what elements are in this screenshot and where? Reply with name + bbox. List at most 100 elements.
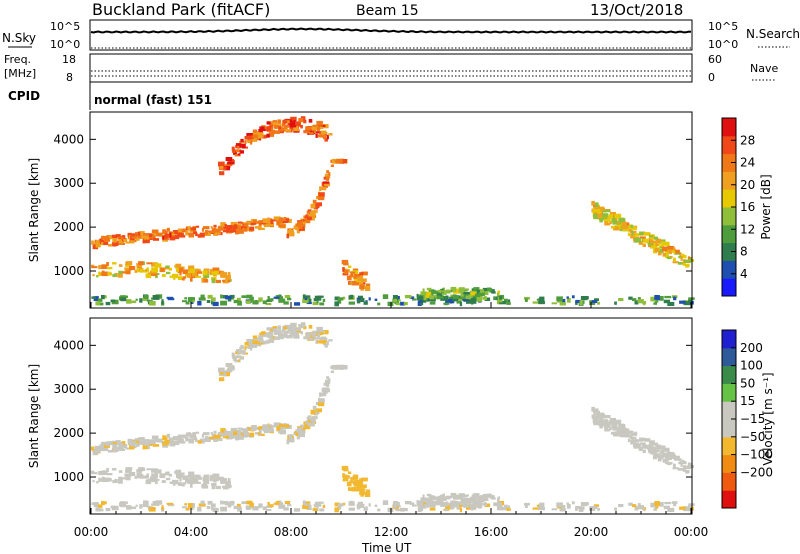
velocity-echo-cell	[305, 420, 311, 425]
power-echo-cell	[295, 121, 301, 126]
power-echo-cell	[341, 259, 349, 265]
power-echo-cell	[142, 269, 149, 273]
velocity-echo-cell	[648, 443, 652, 449]
velocity-echo-cell	[416, 499, 419, 503]
power-echo-cell	[294, 302, 301, 306]
velocity-echo-cell	[611, 422, 616, 427]
power-echo-cell	[316, 300, 319, 304]
velocity-echo-cell	[643, 507, 646, 512]
power-echo-cell	[342, 267, 345, 272]
power-echo-cell	[654, 295, 660, 300]
velocity-echo-cell	[368, 503, 371, 507]
power-echo-cell	[257, 226, 261, 229]
velocity-echo-cell	[160, 474, 165, 478]
power-echo-cell	[148, 233, 153, 238]
power-echo-cell	[138, 261, 144, 266]
freq-panel-frame	[89, 53, 693, 83]
power-echo-cell	[168, 234, 176, 238]
velocity-echo-cell	[250, 428, 257, 431]
power-colorbar-segment	[722, 118, 736, 137]
power-echo-cell	[668, 250, 672, 255]
power-echo-cell	[675, 249, 680, 254]
power-echo-cell	[162, 229, 167, 235]
power-echo-cell	[256, 138, 259, 141]
noise-sky-label: N.Sky	[2, 31, 36, 45]
velocity-echo-cell	[155, 481, 158, 485]
velocity-echo-cell	[239, 507, 242, 512]
power-echo-cell	[365, 286, 371, 291]
power-echo-cell	[342, 273, 349, 276]
power-echo-cell	[450, 294, 453, 297]
velocity-echo-cell	[243, 429, 249, 433]
velocity-echo-cell	[195, 431, 200, 434]
velocity-echo-cell	[98, 508, 104, 512]
velocity-echo-cell	[101, 501, 105, 506]
velocity-echo-cell	[423, 505, 426, 508]
power-echo-cell	[146, 299, 150, 302]
power-echo-cell	[487, 287, 492, 292]
power-echo-cell	[253, 131, 260, 137]
power-echo-cell	[482, 287, 489, 292]
velocity-echo-cell	[621, 431, 628, 435]
velocity-echo-cell	[230, 500, 235, 505]
velocity-echo-cell	[142, 467, 145, 471]
velocity-echo-cell	[222, 431, 226, 436]
power-echo-cell	[611, 214, 616, 218]
power-echo-cell	[201, 279, 209, 283]
power-echo-cell	[423, 299, 426, 302]
velocity-echo-cell	[118, 443, 123, 447]
velocity-echo-cell	[497, 502, 502, 506]
velocity-echo-cell	[274, 424, 281, 427]
power-echo-cell	[422, 295, 429, 300]
power-echo-cell	[283, 124, 289, 128]
power-echo-cell	[120, 237, 124, 240]
power-echo-cell	[111, 299, 119, 305]
velocity-echo-cell	[642, 449, 646, 453]
velocity-echo-cell	[249, 432, 255, 437]
power-echo-cell	[270, 129, 275, 135]
power-echo-cell	[452, 295, 459, 299]
velocity-echo-cell	[316, 506, 319, 510]
velocity-echo-cell	[279, 424, 286, 427]
power-echo-cell	[211, 278, 216, 284]
power-echo-cell	[229, 229, 237, 233]
power-echo-cell	[260, 227, 265, 230]
velocity-echo-cell	[246, 339, 249, 343]
power-echo-cell	[400, 301, 405, 306]
x-tick-label: 20:00	[574, 525, 609, 539]
power-echo-cell	[603, 209, 610, 213]
power-echo-cell	[120, 297, 127, 302]
velocity-echo-cell	[165, 477, 171, 481]
velocity-echo-cell	[458, 504, 465, 507]
power-echo-cell	[91, 240, 95, 245]
power-echo-cell	[125, 270, 131, 275]
velocity-echo-cell	[256, 341, 264, 345]
power-echo-cell	[651, 240, 658, 244]
velocity-echo-cell	[688, 462, 691, 465]
power-echo-cell	[506, 302, 511, 305]
velocity-echo-cell	[212, 507, 219, 513]
power-echo-cell	[181, 277, 185, 281]
power-echo-cell	[611, 225, 616, 229]
power-echo-cell	[348, 282, 351, 285]
power-echo-cell	[240, 138, 244, 142]
power-echo-cell	[186, 272, 192, 278]
velocity-echo-cell	[312, 416, 318, 420]
velocity-echo-cell	[594, 504, 599, 507]
velocity-echo-cell	[249, 502, 254, 508]
velocity-echo-cell	[211, 477, 216, 481]
power-echo-cell	[189, 268, 195, 274]
velocity-echo-cell	[240, 344, 244, 348]
velocity-echo-cell	[303, 337, 311, 340]
power-echo-cell	[281, 122, 285, 127]
velocity-echo-cell	[448, 502, 453, 507]
power-echo-cell	[168, 267, 172, 271]
velocity-echo-cell	[98, 471, 104, 476]
power-echo-cell	[428, 289, 434, 293]
power-echo-cell	[246, 133, 254, 137]
velocity-echo-cell	[317, 332, 320, 338]
power-echo-cell	[639, 236, 646, 239]
velocity-echo-cell	[304, 423, 308, 428]
power-echo-cell	[222, 279, 225, 282]
power-echo-cell	[250, 141, 253, 145]
